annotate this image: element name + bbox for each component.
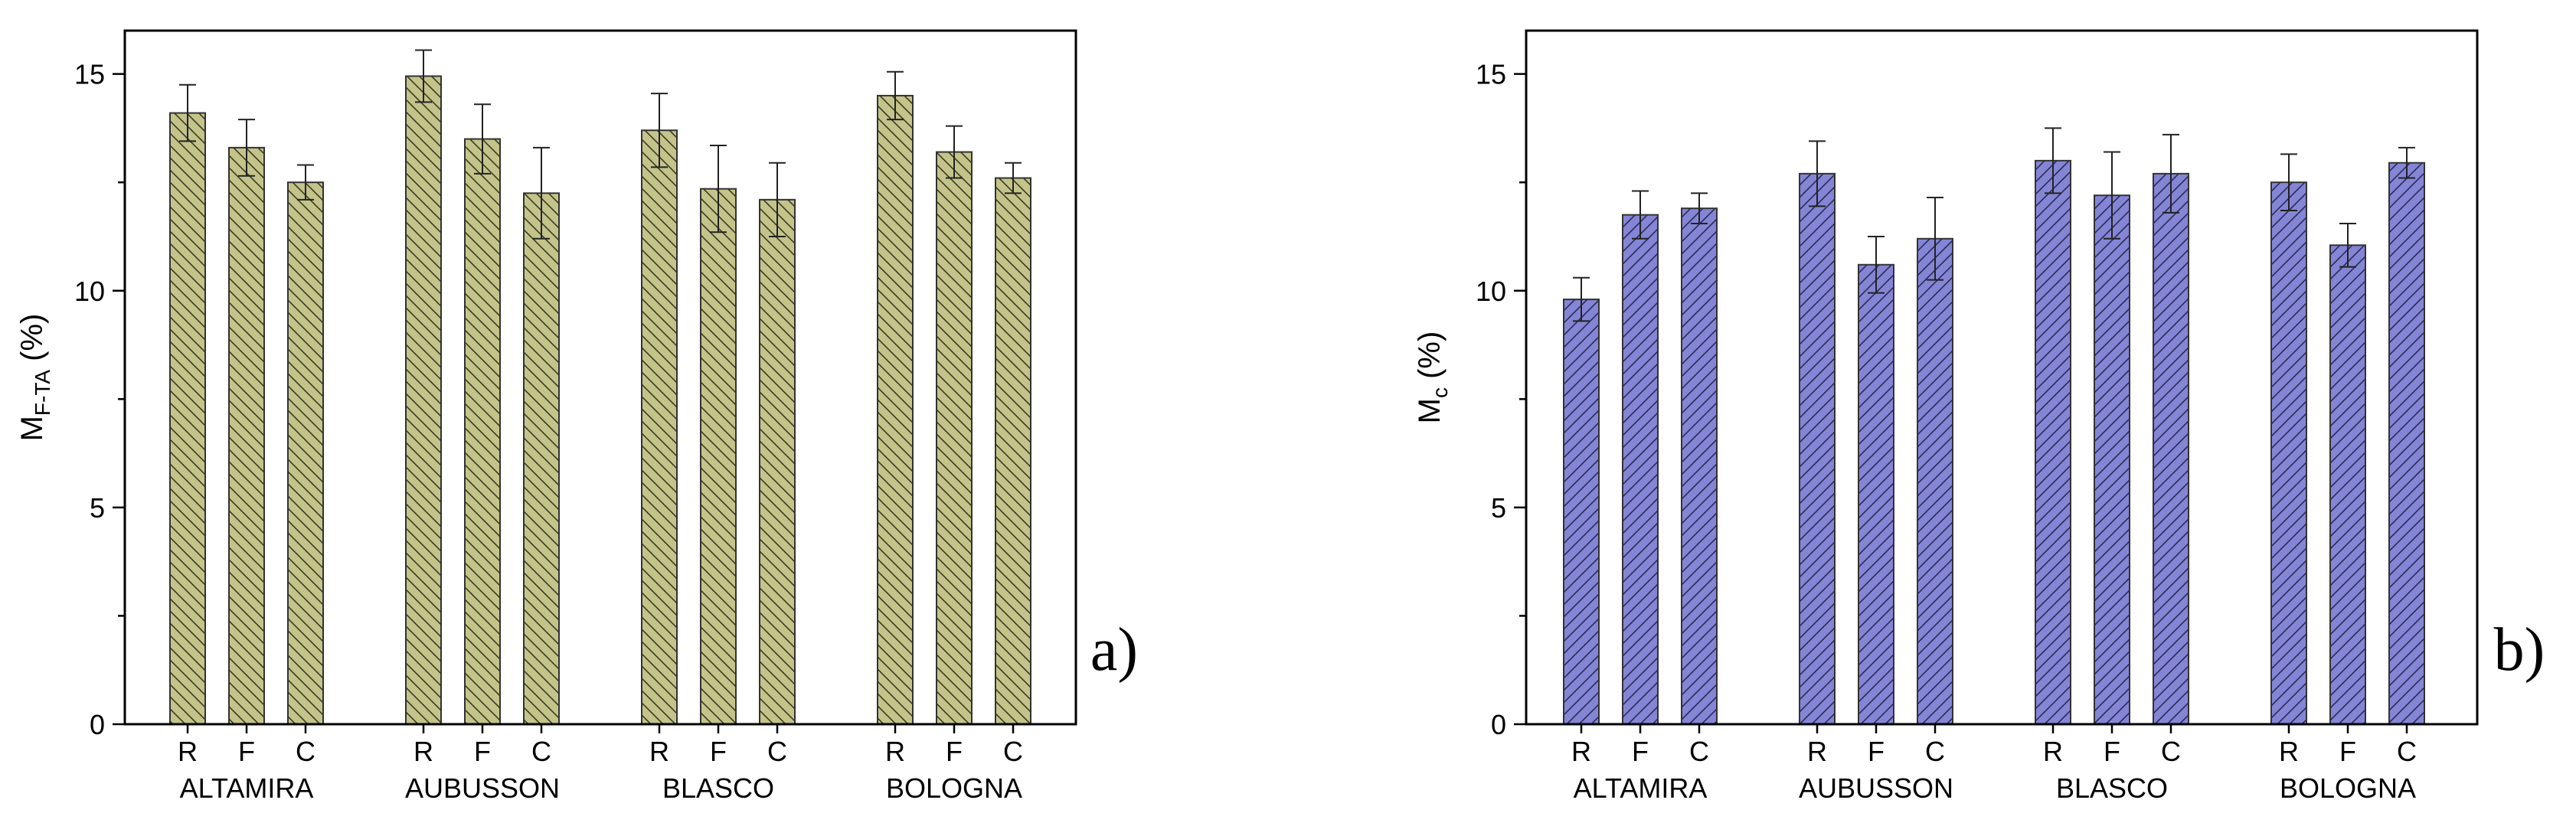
bar-altamira-r bbox=[1563, 299, 1600, 725]
category-label: F bbox=[1868, 736, 1885, 767]
plot-frame bbox=[123, 29, 1077, 726]
category-label: C bbox=[531, 736, 551, 767]
group-label: AUBUSSON bbox=[405, 772, 560, 804]
bar-aubusson-r bbox=[1799, 172, 1836, 726]
category-label: R bbox=[2279, 736, 2299, 767]
group-label: BLASCO bbox=[662, 772, 774, 804]
bar-blasco-f bbox=[700, 188, 737, 725]
bar-altamira-c bbox=[1681, 207, 1718, 726]
category-label: F bbox=[710, 736, 727, 767]
category-label: R bbox=[885, 736, 905, 767]
bar-aubusson-c bbox=[1917, 237, 1953, 725]
bar-blasco-f bbox=[2094, 194, 2130, 726]
plot-frame bbox=[1525, 29, 2479, 726]
y-axis-label-unit: (%) bbox=[1413, 331, 1447, 387]
bar-aubusson-f bbox=[1858, 263, 1894, 725]
bar-bologna-f bbox=[2329, 244, 2366, 725]
group-label: ALTAMIRA bbox=[180, 772, 314, 804]
category-label: F bbox=[474, 736, 491, 767]
chart-panel-a: R F C ALTAMIRA R F C AUBUSSON R F C BLASCO R F C BOLOGN… bbox=[15, 29, 1138, 804]
category-label: F bbox=[946, 736, 963, 767]
category-label: R bbox=[1807, 736, 1827, 767]
category-label: F bbox=[2339, 736, 2356, 767]
bar-bologna-f bbox=[936, 151, 973, 726]
chart-panel-b: R F C ALTAMIRA R F C AUBUSSON R F C BLASCO R F C BOLOGN… bbox=[1413, 29, 2545, 804]
group-label: AUBUSSON bbox=[1799, 772, 1953, 804]
category-label: C bbox=[296, 736, 315, 767]
group-label: BOLOGNA bbox=[2280, 772, 2416, 804]
panel-label-a: a) bbox=[1090, 616, 1138, 684]
group-label: BLASCO bbox=[2056, 772, 2168, 804]
y-axis-label-main: M bbox=[15, 416, 49, 441]
bar-blasco-c bbox=[2153, 172, 2189, 726]
bar-bologna-r bbox=[2270, 181, 2307, 725]
y-tick-label: 5 bbox=[1491, 492, 1506, 524]
y-tick-label: 10 bbox=[1476, 276, 1506, 307]
bar-bologna-r bbox=[877, 94, 914, 725]
bar-aubusson-f bbox=[464, 138, 501, 725]
category-label: C bbox=[767, 736, 787, 767]
y-tick-label: 15 bbox=[1476, 59, 1506, 90]
group-label: ALTAMIRA bbox=[1574, 772, 1708, 804]
y-axis-label-subscript: F-TA bbox=[31, 370, 54, 416]
bar-blasco-r bbox=[641, 129, 678, 726]
category-label: R bbox=[2043, 736, 2063, 767]
category-label: C bbox=[1925, 736, 1945, 767]
category-label: C bbox=[2161, 736, 2181, 767]
y-tick-label: 5 bbox=[90, 492, 105, 524]
y-axis-label-unit: (%) bbox=[15, 314, 49, 370]
bar-altamira-r bbox=[169, 112, 206, 725]
y-tick-label: 0 bbox=[90, 709, 105, 740]
y-axis-label: Mc (%) bbox=[1413, 331, 1452, 424]
category-label: C bbox=[1003, 736, 1023, 767]
y-axis-label: MF-TA (%) bbox=[15, 314, 54, 442]
bar-bologna-c bbox=[995, 177, 1031, 725]
category-label: F bbox=[238, 736, 255, 767]
category-label: F bbox=[2104, 736, 2120, 767]
category-label: R bbox=[178, 736, 198, 767]
category-label: F bbox=[1632, 736, 1649, 767]
category-label: R bbox=[649, 736, 669, 767]
bar-blasco-r bbox=[2035, 159, 2071, 725]
y-tick-label: 10 bbox=[74, 276, 105, 307]
bar-bologna-c bbox=[2388, 162, 2425, 726]
y-axis-label-subscript: c bbox=[1428, 387, 1452, 398]
category-label: R bbox=[1571, 736, 1591, 767]
y-axis-label-main: M bbox=[1413, 398, 1447, 423]
bar-altamira-f bbox=[228, 146, 265, 725]
category-label: C bbox=[1689, 736, 1709, 767]
category-label: C bbox=[2397, 736, 2417, 767]
category-label: R bbox=[414, 736, 433, 767]
bar-altamira-f bbox=[1622, 214, 1659, 725]
group-label: BOLOGNA bbox=[886, 772, 1022, 804]
y-tick-label: 0 bbox=[1491, 709, 1506, 740]
bar-aubusson-c bbox=[523, 192, 560, 725]
bar-altamira-c bbox=[287, 181, 324, 725]
y-tick-label: 15 bbox=[74, 59, 105, 90]
bar-aubusson-r bbox=[405, 75, 442, 726]
bar-blasco-c bbox=[759, 198, 796, 725]
panel-label-b: b) bbox=[2494, 616, 2545, 684]
